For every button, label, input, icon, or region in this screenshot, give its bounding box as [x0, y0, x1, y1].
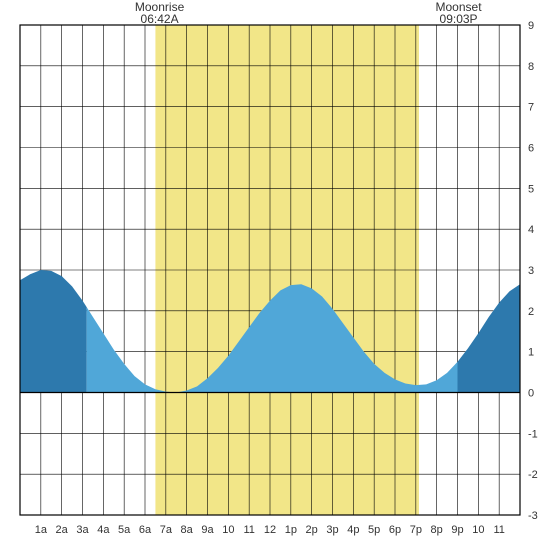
x-tick-label: 9p: [451, 524, 463, 536]
x-tick-label: 7a: [160, 524, 173, 536]
x-tick-label: 8p: [431, 524, 443, 536]
moonrise-time: 06:42A: [141, 12, 179, 26]
x-tick-label: 9a: [201, 524, 214, 536]
chart-svg: -3-2-101234567891a2a3a4a5a6a7a8a9a101112…: [0, 0, 550, 550]
x-tick-label: 4p: [347, 524, 359, 536]
y-tick-label: 1: [528, 347, 534, 359]
x-tick-label: 11: [243, 524, 254, 536]
x-tick-label: 6p: [389, 524, 401, 536]
x-tick-label: 5a: [118, 524, 131, 536]
x-tick-label: 10: [222, 524, 234, 536]
y-tick-label: -1: [528, 428, 538, 440]
tide-chart: -3-2-101234567891a2a3a4a5a6a7a8a9a101112…: [0, 0, 550, 550]
x-tick-label: 8a: [181, 524, 194, 536]
y-tick-label: 6: [528, 143, 534, 155]
x-tick-label: 2p: [306, 524, 318, 536]
y-tick-label: 3: [528, 265, 534, 277]
y-tick-label: 8: [528, 61, 534, 73]
x-tick-label: 6a: [139, 524, 152, 536]
y-tick-label: 9: [528, 20, 534, 32]
x-tick-label: 12: [264, 524, 276, 536]
moonset-time: 09:03P: [440, 12, 478, 26]
x-tick-label: 7p: [410, 524, 422, 536]
x-tick-label: 3a: [76, 524, 89, 536]
y-tick-label: 2: [528, 306, 534, 318]
x-tick-label: 10: [472, 524, 484, 536]
x-tick-label: 1p: [285, 524, 297, 536]
x-tick-label: 5p: [368, 524, 380, 536]
y-tick-label: 5: [528, 183, 534, 195]
y-tick-label: 0: [528, 388, 534, 400]
x-tick-label: 1a: [35, 524, 48, 536]
x-tick-label: 3p: [326, 524, 338, 536]
x-tick-label: 2a: [56, 524, 69, 536]
y-tick-label: -2: [528, 469, 538, 481]
x-tick-label: 11: [493, 524, 504, 536]
y-tick-label: -3: [528, 510, 538, 522]
y-tick-label: 4: [528, 224, 534, 236]
x-tick-label: 4a: [97, 524, 110, 536]
y-tick-label: 7: [528, 102, 534, 114]
